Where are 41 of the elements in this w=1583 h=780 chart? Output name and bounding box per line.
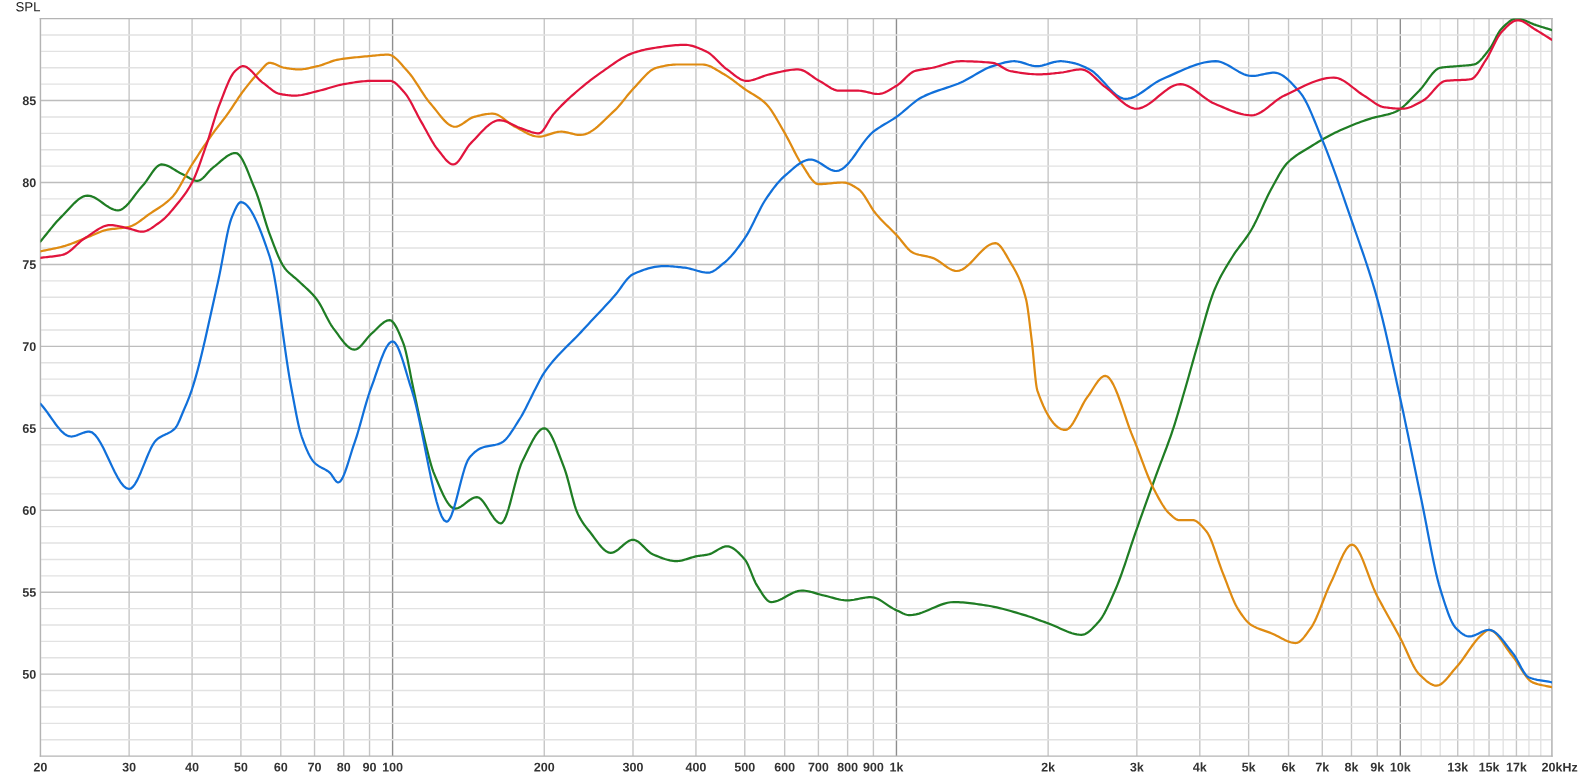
x-tick-label: 3k bbox=[1130, 762, 1144, 772]
x-tick-label: 500 bbox=[734, 762, 755, 772]
x-tick-label: 300 bbox=[622, 762, 643, 772]
x-tick-label: 40 bbox=[185, 762, 199, 772]
y-tick-label: 85 bbox=[22, 96, 36, 106]
x-tick-label: 800 bbox=[837, 762, 858, 772]
x-tick-label: 30 bbox=[122, 762, 136, 772]
x-tick-label: 6k bbox=[1282, 762, 1296, 772]
y-tick-label: 75 bbox=[22, 260, 36, 270]
x-tick-label: 1k bbox=[890, 762, 904, 772]
y-axis-title: SPL bbox=[16, 2, 41, 12]
x-tick-label: 50 bbox=[234, 762, 248, 772]
x-tick-label: 15k bbox=[1479, 762, 1500, 772]
x-tick-label: 600 bbox=[774, 762, 795, 772]
x-tick-label: 4k bbox=[1193, 762, 1207, 772]
x-tick-label: 400 bbox=[685, 762, 706, 772]
x-tick-label: 20k bbox=[1542, 762, 1563, 772]
y-tick-label: 55 bbox=[22, 588, 36, 597]
x-tick-label: 200 bbox=[534, 762, 555, 772]
x-tick-label: 100 bbox=[382, 762, 403, 772]
y-tick-label: 50 bbox=[22, 669, 36, 679]
y-tick-label: 70 bbox=[22, 342, 36, 352]
x-tick-label: 7k bbox=[1315, 762, 1330, 772]
x-tick-label: 70 bbox=[308, 762, 321, 772]
y-tick-label: 80 bbox=[22, 178, 36, 188]
x-tick-label: 13k bbox=[1448, 762, 1469, 772]
x-tick-label: 10k bbox=[1390, 762, 1411, 772]
x-tick-label: 80 bbox=[337, 762, 351, 772]
x-tick-label: 5k bbox=[1242, 762, 1256, 772]
y-tick-label: 65 bbox=[22, 424, 36, 433]
x-tick-label: 60 bbox=[274, 762, 288, 772]
x-tick-label: 20 bbox=[33, 762, 47, 772]
x-tick-label: 900 bbox=[863, 762, 884, 772]
x-tick-label: 8k bbox=[1344, 762, 1359, 772]
y-tick-label: 60 bbox=[22, 506, 36, 515]
x-axis-title: Hz bbox=[1563, 762, 1578, 772]
x-tick-label: 90 bbox=[363, 762, 376, 772]
x-tick-label: 700 bbox=[808, 762, 829, 772]
x-tick-label: 17k bbox=[1506, 762, 1527, 772]
x-tick-label: 2k bbox=[1041, 762, 1056, 772]
x-tick-label: 9k bbox=[1370, 762, 1385, 772]
